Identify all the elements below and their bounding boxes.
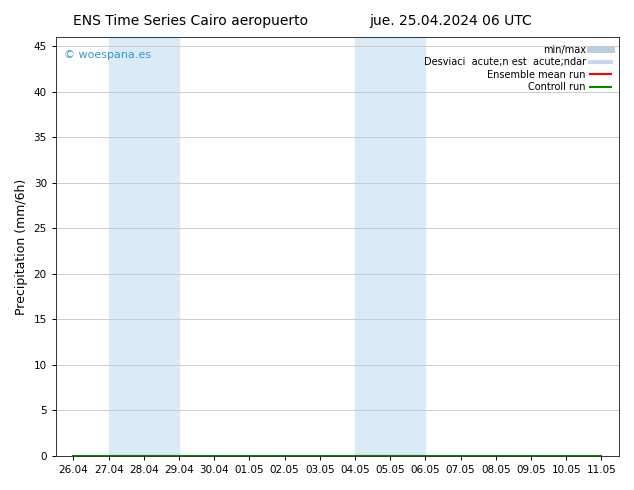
Bar [355,37,425,456]
Text: ENS Time Series Cairo aeropuerto: ENS Time Series Cairo aeropuerto [73,14,307,28]
Bar [108,37,179,456]
Text: © woespana.es: © woespana.es [64,49,152,60]
Y-axis label: Precipitation (mm/6h): Precipitation (mm/6h) [15,178,28,315]
Text: jue. 25.04.2024 06 UTC: jue. 25.04.2024 06 UTC [369,14,531,28]
Legend: min/max, Desviaci  acute;n est  acute;ndar, Ensemble mean run, Controll run: min/max, Desviaci acute;n est acute;ndar… [421,42,614,95]
